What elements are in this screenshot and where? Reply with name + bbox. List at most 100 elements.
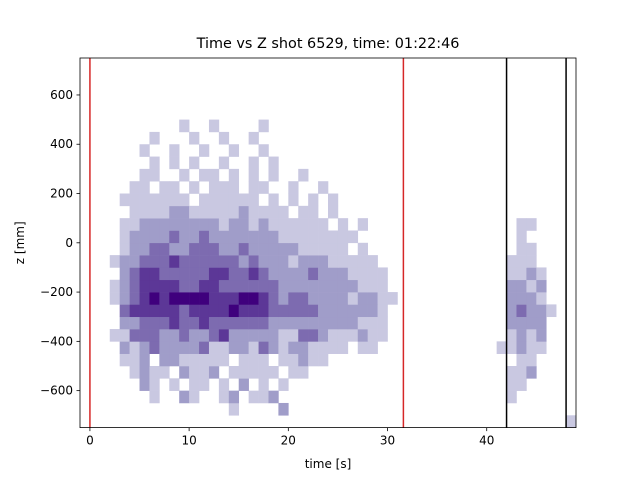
heatmap-cell xyxy=(179,255,190,268)
heatmap-cell xyxy=(248,168,259,182)
heatmap-cell xyxy=(199,218,210,231)
heatmap-cell xyxy=(139,292,150,305)
heatmap-cell xyxy=(228,205,240,219)
heatmap-cell xyxy=(238,230,249,244)
heatmap-cell xyxy=(516,378,527,391)
heatmap-cell xyxy=(248,304,259,318)
heatmap-cell xyxy=(308,316,319,330)
heatmap-cell xyxy=(278,267,289,281)
heatmap-cell xyxy=(288,353,299,367)
heatmap-cell xyxy=(199,378,210,391)
heatmap-cell xyxy=(149,390,160,404)
heatmap-cell xyxy=(199,329,210,342)
heatmap-cell xyxy=(367,341,378,354)
heatmap-cell xyxy=(169,353,180,367)
heatmap-cell xyxy=(268,329,279,342)
heatmap-cell xyxy=(328,267,339,281)
heatmap-cell xyxy=(248,279,259,293)
heatmap-cell xyxy=(238,353,249,367)
heatmap-cell xyxy=(119,353,130,367)
heatmap-cell xyxy=(208,168,220,182)
heatmap-cell xyxy=(149,366,160,379)
heatmap-cell xyxy=(119,329,130,342)
heatmap-cell xyxy=(278,329,289,342)
heatmap-cell xyxy=(218,156,230,170)
heatmap-cell xyxy=(208,279,220,293)
heatmap-cell xyxy=(367,292,378,305)
heatmap-cell xyxy=(258,119,269,133)
heatmap-cell xyxy=(546,304,557,318)
heatmap-cell xyxy=(179,353,190,367)
heatmap-cell xyxy=(288,341,299,354)
heatmap-cell xyxy=(208,366,220,379)
heatmap-cell xyxy=(318,230,329,244)
heatmap-cell xyxy=(228,366,240,379)
heatmap-cell xyxy=(328,316,339,330)
heatmap-cell xyxy=(199,168,210,182)
heatmap-cell xyxy=(268,242,279,256)
heatmap-cell xyxy=(169,378,180,391)
heatmap-cell xyxy=(268,341,279,354)
heatmap-cell xyxy=(536,341,547,354)
heatmap-cell xyxy=(119,292,130,305)
heatmap-cell xyxy=(199,255,210,268)
y-tick-label: 600 xyxy=(50,88,73,102)
heatmap-cell xyxy=(328,279,339,293)
heatmap-cell xyxy=(536,279,547,293)
heatmap-cell xyxy=(526,267,537,281)
heatmap-cell xyxy=(179,304,190,318)
heatmap-cell xyxy=(506,378,517,391)
heatmap-cell xyxy=(169,267,180,281)
heatmap-cell xyxy=(129,255,140,268)
heatmap-cell xyxy=(139,193,150,207)
heatmap-cell xyxy=(278,353,289,367)
heatmap-cell xyxy=(248,205,259,219)
heatmap-cell xyxy=(308,304,319,318)
heatmap-cell xyxy=(208,304,220,318)
heatmap-cell xyxy=(179,193,190,207)
heatmap-cell xyxy=(228,329,240,342)
heatmap-cell xyxy=(258,304,269,318)
heatmap-cell xyxy=(496,341,507,354)
heatmap-cell xyxy=(516,218,527,231)
heatmap-cell xyxy=(208,316,220,330)
heatmap-cell xyxy=(228,279,240,293)
heatmap-cell xyxy=(526,218,537,231)
x-tick-label: 20 xyxy=(281,434,296,448)
heatmap-cell xyxy=(169,255,180,268)
heatmap-cell xyxy=(179,316,190,330)
heatmap-cell xyxy=(149,255,160,268)
heatmap-cell xyxy=(268,168,279,182)
heatmap-cell xyxy=(248,181,259,194)
heatmap-cell xyxy=(258,267,269,281)
heatmap-cell xyxy=(208,230,220,244)
heatmap-cell xyxy=(248,366,259,379)
heatmap-cell xyxy=(238,329,249,342)
heatmap-cell xyxy=(506,292,517,305)
heatmap-cell xyxy=(238,242,249,256)
heatmap-cell xyxy=(149,193,160,207)
heatmap-cell xyxy=(119,242,130,256)
heatmap-cell xyxy=(208,341,220,354)
heatmap-cell xyxy=(526,366,537,379)
heatmap-cell xyxy=(258,242,269,256)
heatmap-cell xyxy=(258,353,269,367)
heatmap-cell xyxy=(268,304,279,318)
heatmap-cell xyxy=(298,267,309,281)
heatmap-cell xyxy=(278,402,289,416)
heatmap-cell xyxy=(506,304,517,318)
heatmap-cell xyxy=(337,242,349,256)
heatmap-cell xyxy=(228,390,240,404)
heatmap-cell xyxy=(258,255,269,268)
heatmap-cell xyxy=(159,292,170,305)
heatmap-cell xyxy=(337,230,349,244)
heatmap-cell xyxy=(238,316,249,330)
heatmap-cell xyxy=(238,292,249,305)
heatmap-cell xyxy=(129,279,140,293)
heatmap-cell xyxy=(268,279,279,293)
heatmap-cell xyxy=(516,267,527,281)
heatmap-cell xyxy=(139,316,150,330)
heatmap-cell xyxy=(218,230,230,244)
heatmap-cell xyxy=(377,292,388,305)
heatmap-cell xyxy=(377,316,388,330)
